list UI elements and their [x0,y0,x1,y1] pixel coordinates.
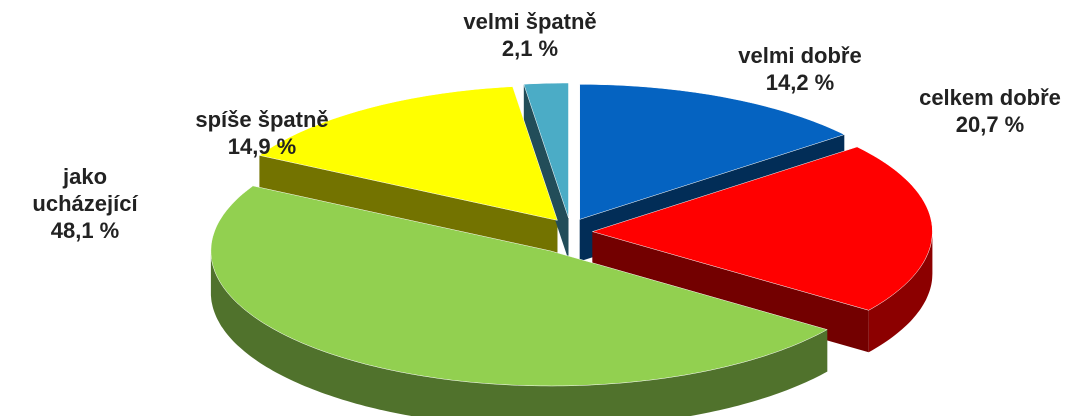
value-label: 2,1 % [501,36,559,61]
slice-top [523,82,569,219]
data-label: celkem dobře 20,7 % [890,84,1089,138]
category-label: celkem dobře [919,85,1061,110]
slice-side [210,251,828,416]
value-label: 14,9 % [227,134,297,159]
data-label: velmi dobře 14,2 % [700,42,900,96]
category-label: spíše špatně [195,107,329,132]
value-label: 20,7 % [955,112,1025,137]
slice-wall [523,84,569,260]
category-label: velmi špatně [463,9,597,34]
data-label: spíše špatně 14,9 % [162,106,362,160]
value-label: 14,2 % [765,70,835,95]
slice-wall [259,155,558,263]
category-label: jako ucházející [32,164,138,216]
category-label: velmi dobře [738,43,862,68]
data-label: jako ucházející 48,1 % [10,163,160,244]
slice-top [579,84,845,220]
slice-top [591,146,933,311]
slice-top [210,185,828,387]
value-label: 48,1 % [50,218,120,243]
data-label: velmi špatně 2,1 % [430,8,630,62]
slice-top [258,86,558,221]
slice-side [868,231,933,353]
